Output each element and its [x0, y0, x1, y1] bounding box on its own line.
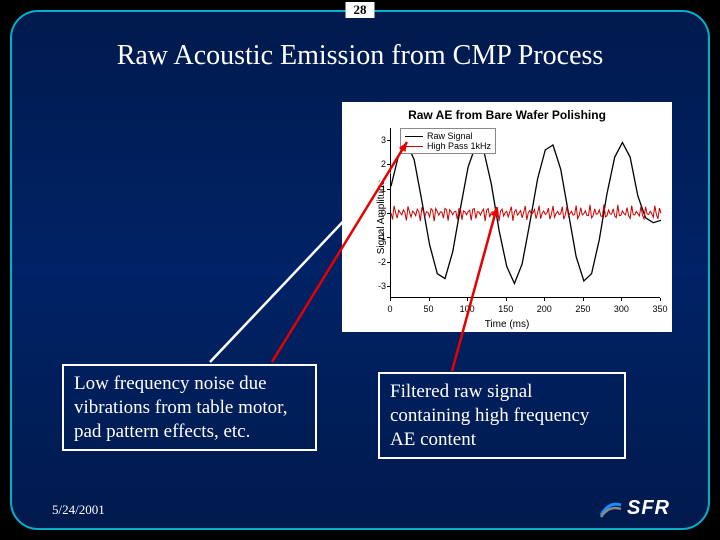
chart-xlabel: Time (ms) [342, 319, 672, 330]
chart-legend: Raw Signal High Pass 1kHz [400, 128, 496, 154]
legend-label-1: High Pass 1kHz [427, 141, 491, 151]
annotation-right: Filtered raw signal containing high freq… [378, 372, 626, 459]
slide-date: 5/24/2001 [52, 502, 105, 518]
legend-label-0: Raw Signal [427, 131, 473, 141]
slide-title: Raw Acoustic Emission from CMP Process [12, 40, 708, 72]
ae-chart: Raw AE from Bare Wafer Polishing Signal … [342, 102, 672, 332]
annotation-left: Low frequency noise due vibrations from … [62, 364, 317, 451]
sfr-logo: SFR [599, 497, 670, 520]
page-number: 28 [346, 2, 375, 18]
chart-title: Raw AE from Bare Wafer Polishing [342, 108, 672, 122]
logo-text: SFR [627, 497, 670, 520]
